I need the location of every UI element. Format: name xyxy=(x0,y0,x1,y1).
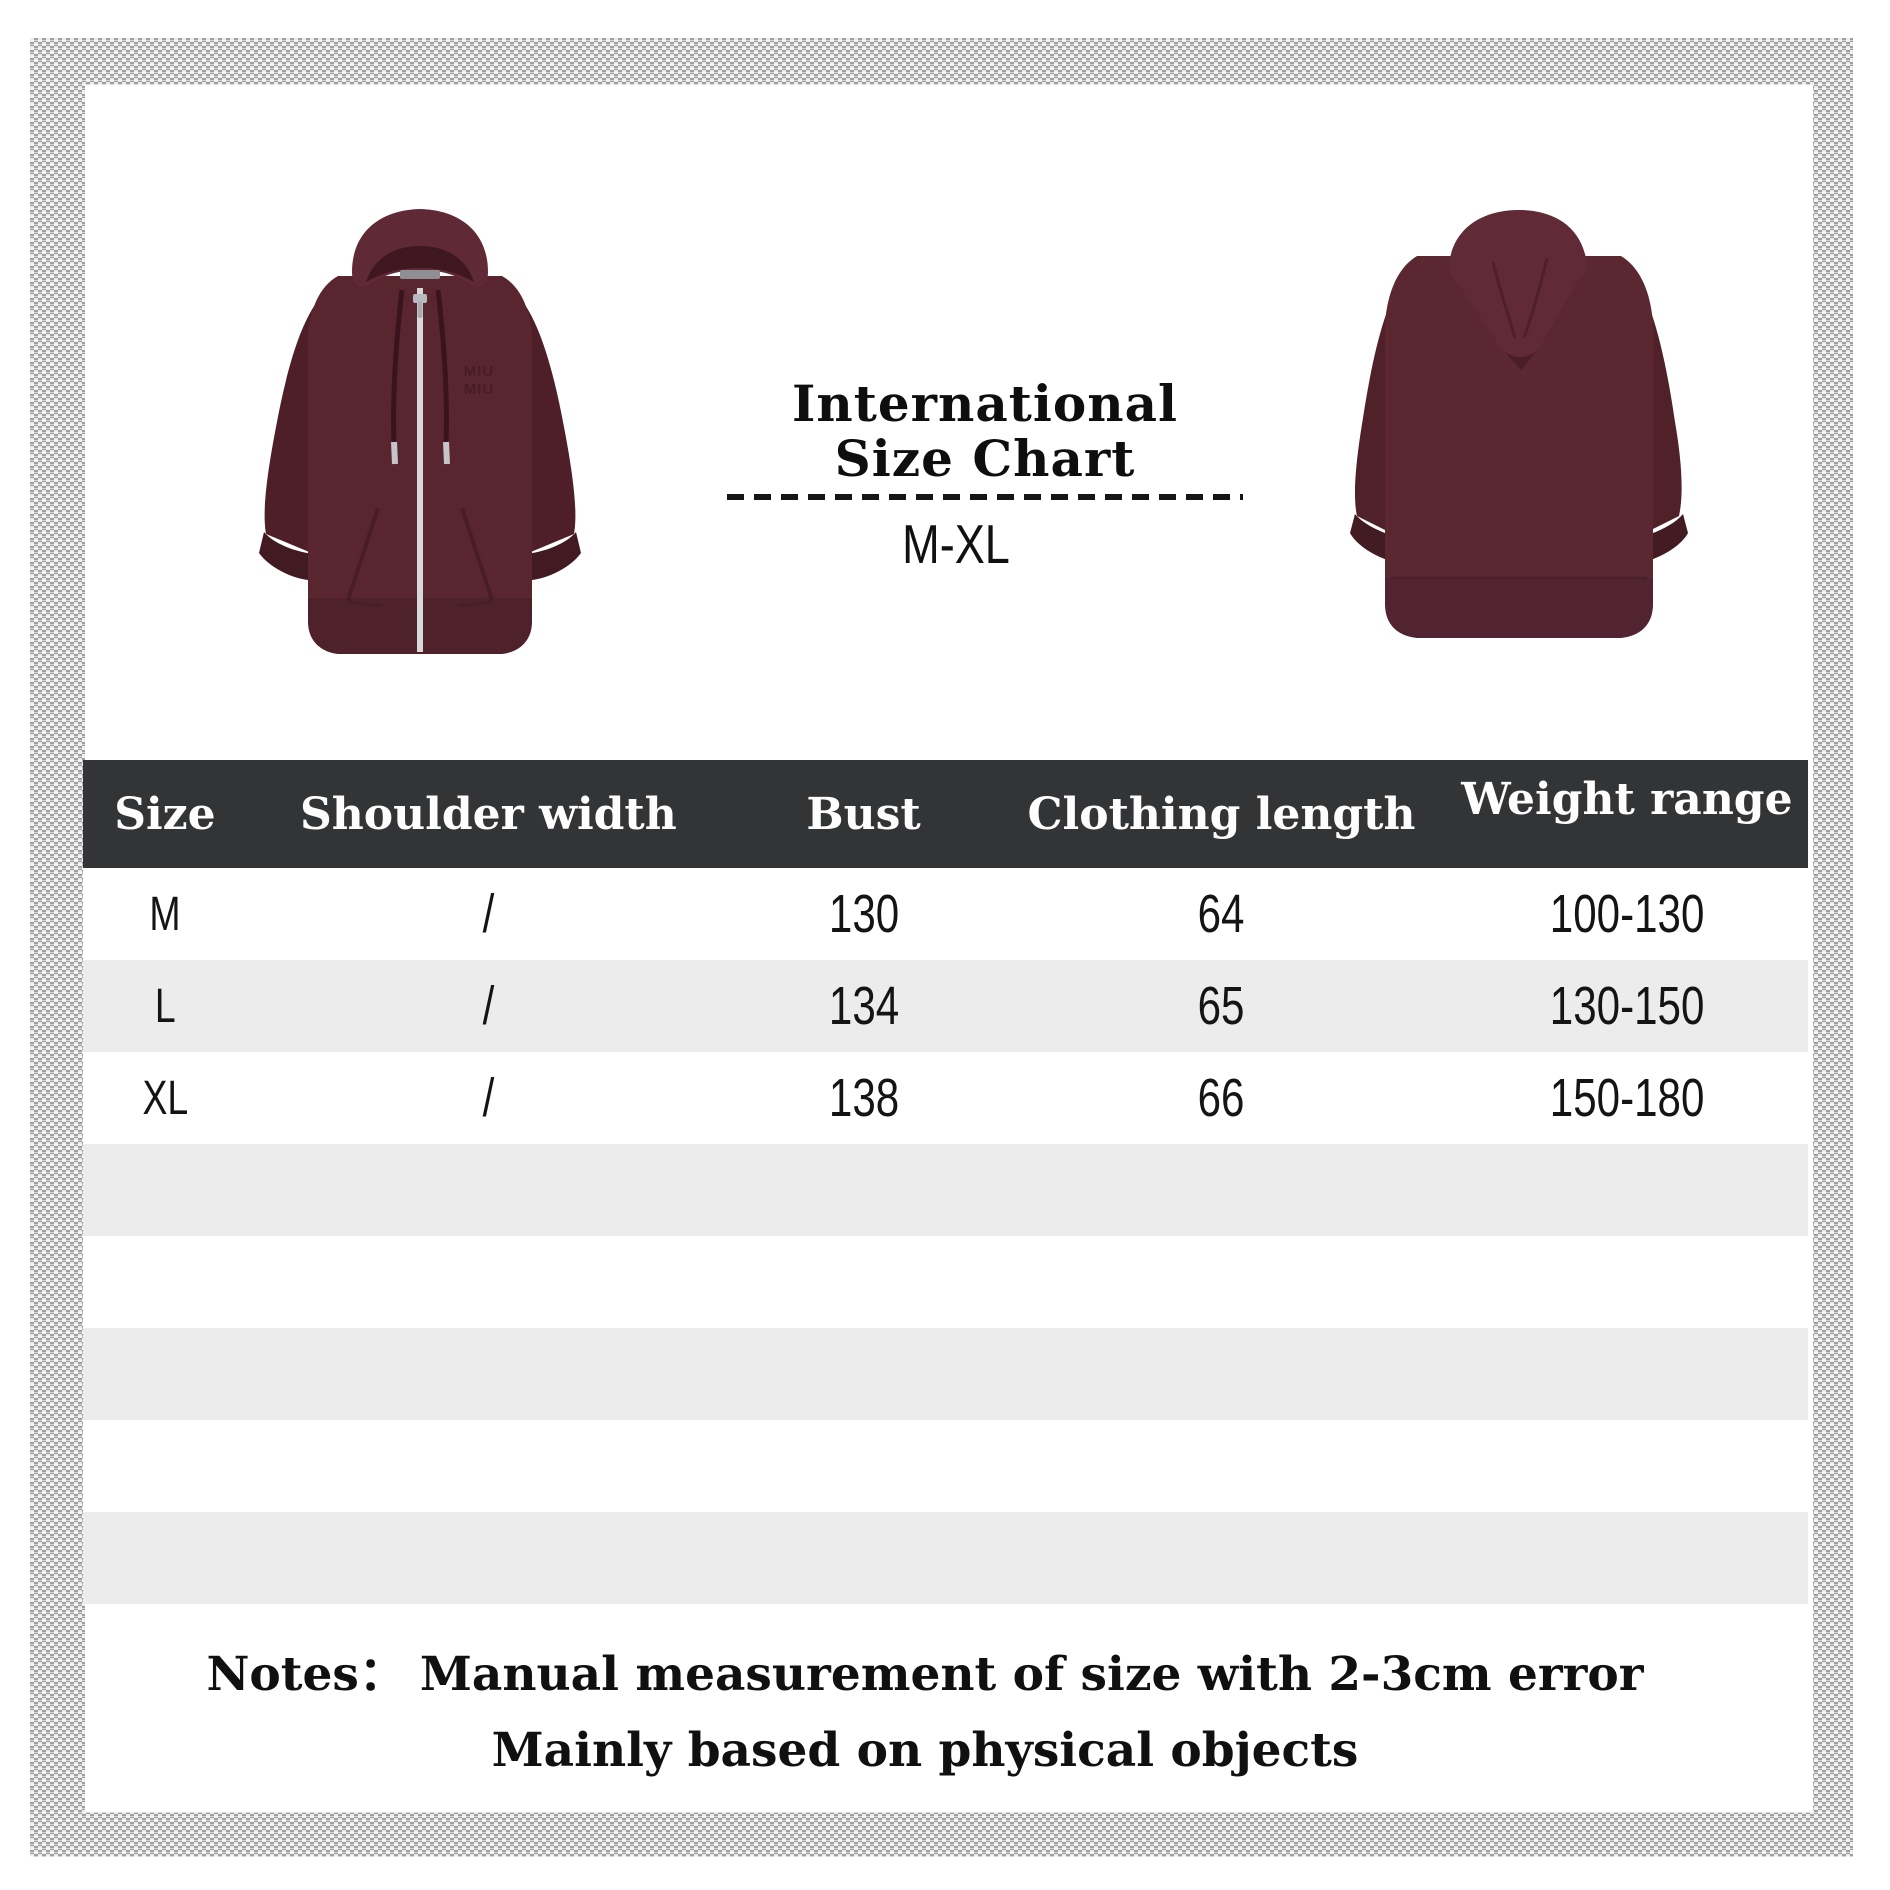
empty-table-row xyxy=(83,1512,1808,1604)
collar-tag xyxy=(400,270,440,279)
column-header-size: Size xyxy=(114,788,216,840)
cell-bust-value: 134 xyxy=(828,976,899,1036)
notes-block: Notes： Manual measurement of size with 2-… xyxy=(85,1646,1765,1780)
cell-weight-range: 150-180 xyxy=(1446,1067,1808,1129)
title-line-1: International xyxy=(792,374,1178,433)
cell-clothing-length: 64 xyxy=(997,883,1446,945)
dashed-divider xyxy=(727,494,1243,500)
cell-shoulder-width-value: / xyxy=(482,884,495,944)
empty-table-row xyxy=(83,1420,1808,1512)
notes-line-1: Notes： Manual measurement of size with 2-… xyxy=(85,1646,1765,1704)
table-row-m: M / 130 64 100-130 xyxy=(83,868,1808,960)
chest-logo-line1: MIU xyxy=(464,363,495,380)
cell-weight-range-value: 100-130 xyxy=(1549,884,1705,944)
cell-clothing-length: 65 xyxy=(997,975,1446,1037)
cell-weight-range-value: 130-150 xyxy=(1549,976,1705,1036)
column-header-bust: Bust xyxy=(806,788,921,840)
table-row-xl: XL / 138 66 150-180 xyxy=(83,1052,1808,1144)
title-line-2: Size Chart xyxy=(834,429,1136,488)
column-header-shoulder-width: Shoulder width xyxy=(300,788,677,840)
column-header-clothing-length: Clothing length xyxy=(1027,788,1416,840)
cell-clothing-length-value: 66 xyxy=(1198,1068,1245,1128)
cell-weight-range: 100-130 xyxy=(1446,883,1808,945)
hoodie-front-image: MIU MIU xyxy=(259,209,581,654)
size-table: Size Shoulder width Bust Clothing length… xyxy=(83,760,1808,1604)
empty-table-row xyxy=(83,1236,1808,1328)
zipper xyxy=(417,288,423,652)
notes-line-1-text: Manual measurement of size with 2-3cm er… xyxy=(419,1647,1644,1702)
table-header-row: Size Shoulder width Bust Clothing length… xyxy=(83,760,1808,868)
cell-size: L xyxy=(83,979,247,1034)
empty-table-row xyxy=(83,1144,1808,1236)
cell-shoulder-width: / xyxy=(247,883,730,945)
cell-clothing-length-value: 65 xyxy=(1198,976,1245,1036)
cell-bust: 138 xyxy=(730,1067,997,1129)
notes-line-2: Mainly based on physical objects xyxy=(491,1723,1359,1778)
cell-weight-range-value: 150-180 xyxy=(1549,1068,1705,1128)
cell-clothing-length: 66 xyxy=(997,1067,1446,1129)
cell-bust-value: 130 xyxy=(828,884,899,944)
notes-prefix: Notes： xyxy=(206,1647,406,1702)
cell-shoulder-width-value: / xyxy=(482,1068,495,1128)
cell-bust-value: 138 xyxy=(828,1068,899,1128)
cell-bust: 130 xyxy=(730,883,997,945)
cell-size: M xyxy=(83,887,247,942)
cell-shoulder-width-value: / xyxy=(482,976,495,1036)
cell-size: XL xyxy=(83,1071,247,1126)
table-row-l: L / 134 65 130-150 xyxy=(83,960,1808,1052)
chest-logo-line2: MIU xyxy=(464,381,495,398)
cell-size-value: XL xyxy=(142,1071,188,1125)
cell-shoulder-width: / xyxy=(247,1067,730,1129)
title-block: International Size Chart M-XL xyxy=(727,376,1243,572)
hoodie-back-image xyxy=(1350,210,1688,638)
size-range-label: M-XL xyxy=(902,513,1010,575)
cell-bust: 134 xyxy=(730,975,997,1037)
column-header-weight-range: Weight range xyxy=(1461,773,1793,825)
cell-shoulder-width: / xyxy=(247,975,730,1037)
empty-table-row xyxy=(83,1328,1808,1420)
cell-size-value: L xyxy=(154,979,176,1033)
cell-weight-range: 130-150 xyxy=(1446,975,1808,1037)
cell-clothing-length-value: 64 xyxy=(1198,884,1245,944)
cell-size-value: M xyxy=(149,887,181,941)
